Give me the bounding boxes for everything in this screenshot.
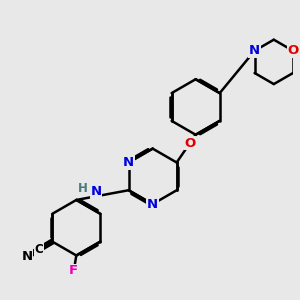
Text: N: N bbox=[91, 185, 102, 198]
Text: O: O bbox=[184, 136, 196, 150]
Text: F: F bbox=[68, 264, 77, 277]
Text: O: O bbox=[287, 44, 299, 57]
Text: N: N bbox=[147, 198, 158, 211]
Text: N: N bbox=[123, 156, 134, 169]
Text: C: C bbox=[35, 243, 44, 256]
Text: N: N bbox=[249, 44, 260, 57]
Text: H: H bbox=[78, 182, 88, 195]
Text: N: N bbox=[22, 250, 33, 263]
